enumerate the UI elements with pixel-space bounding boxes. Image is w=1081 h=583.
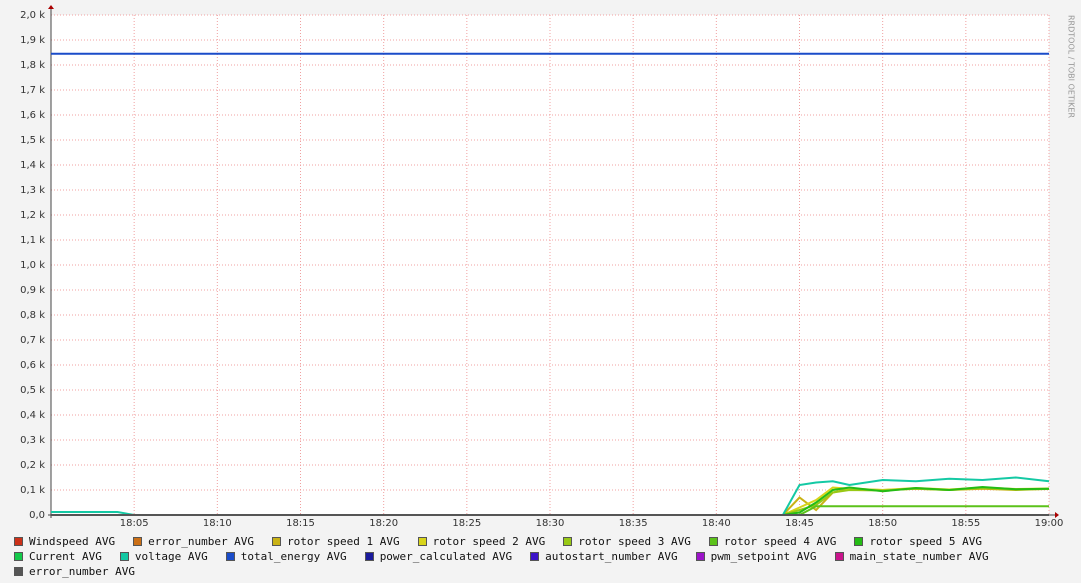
legend-item: Windspeed AVG — [14, 534, 115, 548]
legend-label: rotor speed 2 AVG — [432, 534, 546, 548]
y-tick-label: 1,6 k — [20, 110, 45, 121]
legend-label: total_energy AVG — [240, 549, 347, 563]
legend-label: pwm_setpoint AVG — [710, 549, 817, 563]
legend-swatch — [530, 551, 540, 561]
x-tick-label: 18:45 — [785, 518, 814, 529]
y-tick-label: 0,7 k — [20, 335, 45, 346]
legend-label: error_number AVG — [148, 534, 255, 548]
legend-item: error_number AVG — [133, 534, 254, 548]
x-tick-label: 18:15 — [286, 518, 315, 529]
legend-swatch — [14, 566, 23, 576]
y-tick-label: 1,9 k — [20, 35, 45, 46]
legend-item: rotor speed 5 AVG — [854, 534, 982, 548]
legend-label: Current AVG — [29, 549, 102, 563]
legend-swatch — [14, 551, 23, 561]
legend-label: rotor speed 3 AVG — [578, 534, 691, 548]
axis-arrow — [1055, 512, 1059, 518]
y-tick-label: 2,0 k — [20, 10, 45, 21]
y-tick-label: 1,0 k — [20, 260, 45, 271]
y-tick-label: 1,7 k — [20, 85, 45, 96]
legend-label: Windspeed AVG — [29, 534, 116, 548]
legend-item: rotor speed 3 AVG — [563, 534, 691, 548]
legend-label: autostart_number AVG — [545, 549, 678, 563]
legend-item: error_number AVG — [14, 564, 135, 578]
legend-item: total_energy AVG — [225, 549, 347, 563]
x-tick-label: 18:25 — [452, 518, 481, 529]
legend-swatch — [695, 551, 705, 561]
y-tick-label: 0,3 k — [20, 435, 45, 446]
legend-label: power_calculated AVG — [379, 549, 513, 563]
legend-swatch — [119, 551, 129, 561]
legend-item: rotor speed 4 AVG — [708, 534, 837, 548]
legend-label: error_number AVG — [29, 564, 135, 578]
y-tick-label: 1,8 k — [20, 60, 45, 71]
legend-label: rotor speed 5 AVG — [869, 534, 983, 548]
legend-item: autostart_number AVG — [530, 549, 678, 563]
x-tick-label: 19:00 — [1035, 518, 1064, 529]
legend-item: voltage AVG — [119, 549, 208, 563]
legend-item: power_calculated AVG — [364, 549, 513, 563]
legend-item: rotor speed 2 AVG — [417, 534, 546, 548]
axis-arrow — [48, 5, 54, 9]
y-tick-label: 0,4 k — [20, 410, 45, 421]
y-tick-label: 1,4 k — [20, 160, 45, 171]
y-tick-label: 0,1 k — [20, 485, 45, 496]
legend-label: main_state_number AVG — [849, 549, 989, 563]
y-tick-label: 1,1 k — [20, 235, 45, 246]
x-tick-label: 18:50 — [868, 518, 897, 529]
x-tick-label: 18:40 — [702, 518, 731, 529]
legend-swatch — [225, 551, 235, 561]
legend-swatch — [417, 536, 427, 546]
legend-swatch — [364, 551, 374, 561]
y-tick-label: 1,5 k — [20, 135, 45, 146]
legend-swatch — [563, 536, 573, 546]
y-tick-label: 0,8 k — [20, 310, 45, 321]
x-tick-label: 18:10 — [203, 518, 232, 529]
y-tick-label: 0,0 — [29, 510, 45, 521]
watermark: RRDTOOL / TOBI OETIKER — [1067, 15, 1076, 118]
legend-label: rotor speed 1 AVG — [287, 534, 400, 548]
legend: Windspeed AVG error_number AVG rotor speed… — [14, 534, 1074, 578]
legend-item: main_state_number AVG — [834, 549, 989, 563]
y-tick-label: 0,5 k — [20, 385, 45, 396]
y-tick-label: 0,9 k — [20, 285, 45, 296]
legend-swatch — [834, 551, 844, 561]
legend-swatch — [133, 536, 143, 546]
legend-swatch — [708, 536, 718, 546]
y-tick-label: 0,6 k — [20, 360, 45, 371]
x-tick-label: 18:55 — [951, 518, 980, 529]
legend-label: voltage AVG — [134, 549, 208, 563]
x-tick-label: 18:05 — [120, 518, 149, 529]
legend-swatch — [854, 536, 864, 546]
x-tick-label: 18:30 — [536, 518, 565, 529]
legend-item: Current AVG — [14, 549, 102, 563]
x-tick-label: 18:35 — [619, 518, 648, 529]
chart: RRDTOOL / TOBI OETIKER 0,0 0,1 k 0,2 k 0,3 … — [20, 5, 1076, 529]
y-tick-label: 1,3 k — [20, 185, 45, 196]
legend-swatch — [14, 536, 23, 546]
y-tick-label: 1,2 k — [20, 210, 45, 221]
legend-item: pwm_setpoint AVG — [695, 549, 817, 563]
legend-item: rotor speed 1 AVG — [272, 534, 400, 548]
y-tick-label: 0,2 k — [20, 460, 45, 471]
legend-label: rotor speed 4 AVG — [723, 534, 837, 548]
legend-swatch — [272, 536, 282, 546]
x-tick-label: 18:20 — [369, 518, 398, 529]
